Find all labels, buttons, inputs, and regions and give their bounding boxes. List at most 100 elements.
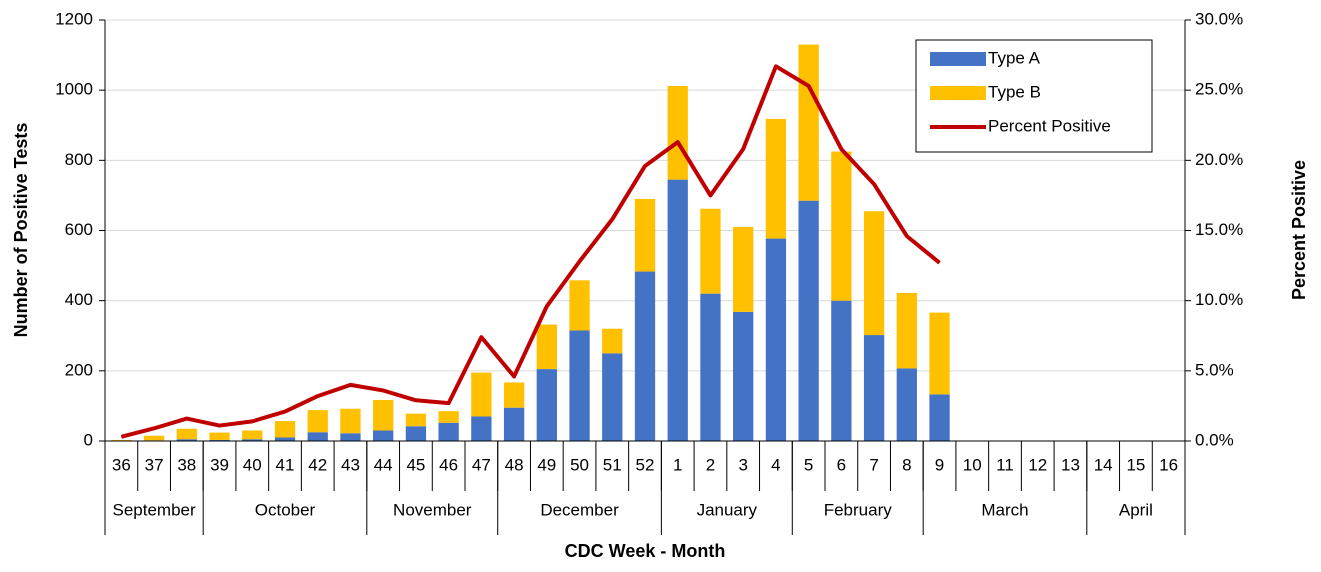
y-tick-label: 0: [84, 430, 93, 449]
bar: [634, 271, 656, 441]
x-tick-label: 51: [603, 455, 622, 474]
x-tick-label: 5: [804, 455, 813, 474]
bar: [831, 300, 852, 441]
y-tick-label: 1200: [55, 9, 93, 28]
x-tick-label: 41: [276, 455, 295, 474]
legend-swatch: [930, 86, 986, 100]
month-label: February: [824, 500, 893, 519]
bar: [471, 372, 492, 417]
y-tick-label: 400: [65, 290, 93, 309]
bar: [111, 439, 132, 441]
bar: [471, 416, 492, 441]
bar: [373, 430, 394, 441]
bar: [307, 432, 328, 441]
bar: [536, 369, 557, 441]
bar: [307, 410, 328, 433]
bar: [503, 407, 525, 441]
bar: [274, 437, 296, 441]
bar: [667, 179, 688, 442]
bar: [798, 44, 819, 201]
month-label: November: [393, 500, 472, 519]
bar: [765, 238, 787, 441]
legend-label: Type A: [988, 48, 1041, 67]
bar: [602, 328, 623, 354]
x-tick-label: 6: [837, 455, 846, 474]
legend-label: Type B: [988, 82, 1041, 101]
y2-tick-label: 5.0%: [1195, 360, 1234, 379]
x-tick-label: 3: [738, 455, 747, 474]
bar: [569, 280, 590, 331]
month-label: April: [1119, 500, 1153, 519]
bar: [209, 439, 230, 441]
y-axis-title: Number of Positive Tests: [11, 123, 31, 338]
x-tick-label: 8: [902, 455, 911, 474]
legend-label: Percent Positive: [988, 116, 1111, 135]
y-tick-label: 1000: [55, 80, 93, 99]
x-tick-label: 38: [177, 455, 196, 474]
x-tick-label: 11: [996, 455, 1014, 474]
y-tick-label: 200: [65, 360, 93, 379]
x-tick-label: 37: [145, 455, 164, 474]
y2-tick-label: 30.0%: [1195, 9, 1243, 28]
bar: [536, 324, 557, 370]
y2-tick-label: 20.0%: [1195, 150, 1243, 169]
x-tick-label: 42: [308, 455, 327, 474]
bar: [176, 439, 197, 441]
bar: [831, 151, 852, 301]
bar: [405, 426, 427, 441]
bar: [929, 312, 950, 395]
month-label: September: [113, 500, 196, 519]
month-label: December: [540, 500, 619, 519]
x-tick-label: 39: [210, 455, 229, 474]
bar: [209, 432, 230, 440]
x-tick-label: 9: [935, 455, 944, 474]
x-tick-label: 4: [771, 455, 780, 474]
x-tick-label: 1: [673, 455, 682, 474]
legend-swatch: [930, 52, 986, 66]
x-tick-label: 15: [1126, 455, 1145, 474]
bar: [896, 368, 917, 441]
x-tick-label: 52: [636, 455, 655, 474]
bar: [700, 293, 721, 441]
month-label: March: [981, 500, 1028, 519]
x-tick-label: 48: [505, 455, 524, 474]
x-tick-label: 12: [1028, 455, 1047, 474]
bar: [667, 85, 688, 180]
x-tick-label: 43: [341, 455, 360, 474]
bar: [863, 211, 885, 336]
y-tick-label: 800: [65, 150, 93, 169]
x-tick-label: 2: [706, 455, 715, 474]
bar: [765, 118, 787, 239]
x-tick-label: 14: [1094, 455, 1113, 474]
line: [120, 64, 941, 439]
bar: [503, 382, 525, 408]
y2-tick-label: 25.0%: [1195, 80, 1243, 99]
x-tick-label: 49: [537, 455, 556, 474]
bar: [143, 435, 165, 441]
bar: [863, 335, 885, 441]
bar: [242, 430, 263, 440]
bar: [340, 408, 361, 434]
bar: [438, 422, 459, 441]
x-tick-label: 50: [570, 455, 589, 474]
y2-tick-label: 0.0%: [1195, 430, 1234, 449]
bar: [274, 421, 296, 438]
bar: [700, 208, 721, 294]
y-tick-label: 600: [65, 220, 93, 239]
y2-tick-label: 10.0%: [1195, 290, 1243, 309]
y2-tick-label: 15.0%: [1195, 220, 1243, 239]
bar: [176, 428, 197, 440]
bar: [733, 226, 754, 312]
x-tick-label: 45: [406, 455, 425, 474]
x-tick-label: 7: [869, 455, 878, 474]
bar: [242, 439, 263, 441]
bar: [405, 413, 427, 427]
bar: [438, 411, 459, 423]
bar: [896, 292, 917, 369]
bar: [569, 330, 590, 441]
bar: [929, 394, 950, 441]
x-tick-label: 10: [963, 455, 982, 474]
y2-axis-title: Percent Positive: [1289, 160, 1309, 300]
month-label: January: [697, 500, 758, 519]
